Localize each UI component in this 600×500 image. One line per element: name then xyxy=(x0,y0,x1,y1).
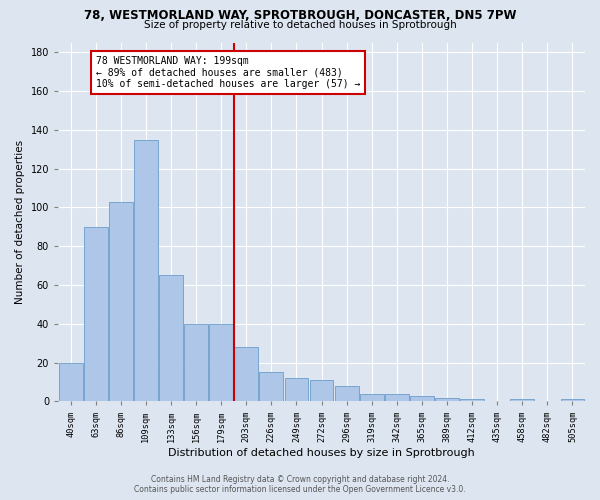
Text: Size of property relative to detached houses in Sprotbrough: Size of property relative to detached ho… xyxy=(143,20,457,30)
Bar xyxy=(109,202,133,402)
Text: 78 WESTMORLAND WAY: 199sqm
← 89% of detached houses are smaller (483)
10% of sem: 78 WESTMORLAND WAY: 199sqm ← 89% of deta… xyxy=(96,56,360,90)
Bar xyxy=(360,394,383,402)
Bar xyxy=(159,276,183,402)
Bar xyxy=(435,398,459,402)
X-axis label: Distribution of detached houses by size in Sprotbrough: Distribution of detached houses by size … xyxy=(168,448,475,458)
Text: 78, WESTMORLAND WAY, SPROTBROUGH, DONCASTER, DN5 7PW: 78, WESTMORLAND WAY, SPROTBROUGH, DONCAS… xyxy=(84,9,516,22)
Y-axis label: Number of detached properties: Number of detached properties xyxy=(15,140,25,304)
Bar xyxy=(235,347,258,402)
Bar xyxy=(284,378,308,402)
Bar xyxy=(511,400,534,402)
Bar xyxy=(259,372,283,402)
Bar xyxy=(134,140,158,402)
Bar xyxy=(84,227,107,402)
Bar xyxy=(59,362,83,402)
Bar xyxy=(460,400,484,402)
Bar xyxy=(335,386,359,402)
Bar xyxy=(184,324,208,402)
Bar xyxy=(560,400,584,402)
Text: Contains HM Land Registry data © Crown copyright and database right 2024.
Contai: Contains HM Land Registry data © Crown c… xyxy=(134,474,466,494)
Bar xyxy=(410,396,434,402)
Bar xyxy=(310,380,334,402)
Bar xyxy=(385,394,409,402)
Bar xyxy=(209,324,233,402)
